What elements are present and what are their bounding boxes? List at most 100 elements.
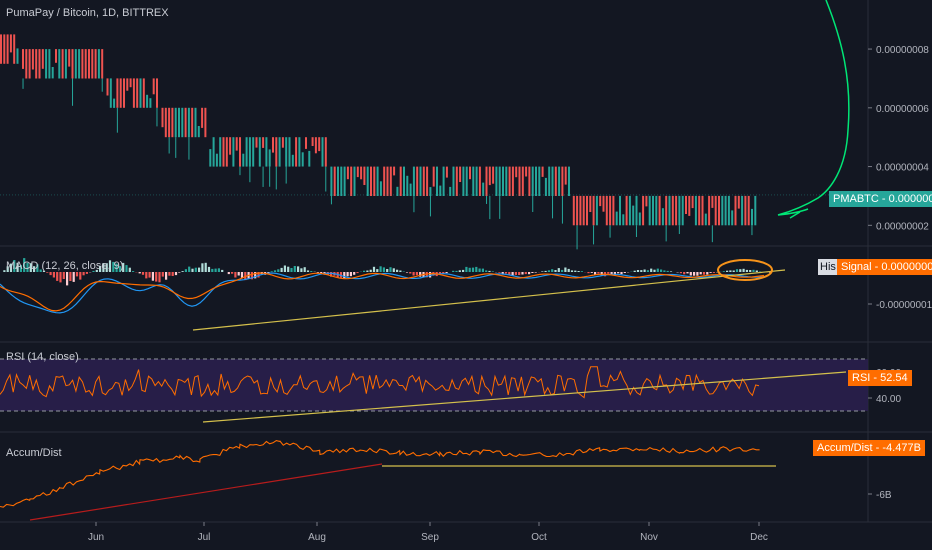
macd-hist-bar bbox=[561, 269, 564, 272]
candle bbox=[379, 181, 382, 196]
macd-hist-bar bbox=[653, 269, 656, 272]
candle bbox=[419, 166, 422, 196]
macd-hist-bar bbox=[442, 272, 445, 274]
candle bbox=[383, 166, 386, 196]
candle bbox=[619, 195, 621, 226]
macd-hist-bar bbox=[293, 266, 296, 272]
macd-hist-bar bbox=[524, 272, 527, 275]
candle bbox=[51, 67, 54, 79]
time-tick-label: Jun bbox=[88, 532, 104, 543]
candle bbox=[291, 154, 294, 167]
macd-hist-bar bbox=[62, 272, 65, 279]
macd-signal-badge: Signal - 0.00000000 bbox=[837, 259, 932, 275]
macd-hist-bar bbox=[396, 269, 399, 272]
candle bbox=[576, 195, 579, 226]
candle bbox=[242, 153, 245, 167]
macd-hist-bar bbox=[594, 272, 597, 275]
macd-hist-bar bbox=[623, 272, 626, 273]
candle bbox=[685, 195, 687, 214]
macd-hist-bar bbox=[49, 272, 52, 276]
time-tick-label: Sep bbox=[421, 532, 439, 543]
candle bbox=[416, 166, 419, 196]
candle bbox=[235, 137, 238, 151]
candle bbox=[126, 78, 129, 91]
candle bbox=[262, 137, 265, 148]
candle bbox=[459, 166, 462, 182]
macd-hist-bar bbox=[184, 269, 187, 272]
accum-title: Accum/Dist bbox=[6, 447, 62, 459]
macd-hist-bar bbox=[636, 270, 640, 272]
macd-hist-bar bbox=[544, 270, 547, 272]
macd-signal-line bbox=[0, 272, 765, 312]
candle bbox=[694, 195, 697, 226]
macd-hist-bar bbox=[29, 263, 32, 272]
macd-hist-bar bbox=[382, 267, 385, 272]
candle bbox=[252, 137, 255, 167]
candle bbox=[197, 126, 200, 138]
macd-hist-bar bbox=[118, 266, 121, 272]
rsi-tick-label: 40.00 bbox=[876, 394, 901, 405]
candle bbox=[592, 195, 595, 226]
candle bbox=[16, 48, 19, 64]
candle bbox=[239, 137, 241, 167]
candle bbox=[721, 195, 724, 226]
macd-hist-bar bbox=[462, 269, 465, 272]
macd-hist-bar bbox=[508, 272, 511, 275]
candle bbox=[149, 98, 152, 108]
macd-hist-bar bbox=[273, 270, 277, 272]
candle bbox=[628, 195, 631, 226]
rsi-line bbox=[0, 366, 760, 399]
candle bbox=[691, 195, 694, 209]
candle bbox=[181, 107, 184, 138]
candle bbox=[139, 78, 142, 108]
candle bbox=[123, 78, 125, 108]
macd-hist-bar bbox=[240, 272, 244, 278]
macd-hist-bar bbox=[702, 272, 706, 275]
accum-dist-line bbox=[0, 440, 760, 508]
candle bbox=[61, 49, 64, 79]
candle bbox=[106, 78, 109, 96]
candle bbox=[356, 166, 359, 178]
macd-hist-bar bbox=[85, 272, 88, 274]
candle bbox=[469, 166, 471, 180]
candle bbox=[579, 195, 582, 226]
macd-hist-bar bbox=[277, 269, 280, 272]
macd-hist-bar bbox=[613, 272, 616, 276]
macd-hist-bar bbox=[567, 268, 570, 272]
macd-hist-bar bbox=[349, 272, 352, 277]
rsi-title: RSI (14, close) bbox=[6, 351, 79, 363]
candle bbox=[245, 137, 248, 167]
macd-hist-bar bbox=[217, 268, 220, 272]
macd-hist-bar bbox=[498, 272, 501, 273]
candle bbox=[101, 49, 104, 79]
candle bbox=[744, 195, 747, 226]
macd-hist-bar bbox=[547, 270, 550, 272]
candle bbox=[638, 212, 641, 226]
macd-hist-bar bbox=[386, 269, 389, 272]
candle bbox=[330, 166, 333, 196]
candle bbox=[215, 153, 218, 167]
candle bbox=[71, 49, 74, 79]
macd-hist-bar bbox=[59, 272, 62, 283]
macd-hist-bar bbox=[201, 263, 204, 272]
macd-hist-bar bbox=[320, 272, 323, 274]
macd-hist-bar bbox=[290, 268, 293, 272]
macd-hist-bar bbox=[112, 261, 115, 272]
price-badge: PMABTC - 0.00000003 bbox=[829, 191, 932, 207]
macd-hist-bar bbox=[207, 266, 211, 272]
price-tick-label: 0.00000008 bbox=[876, 45, 929, 56]
macd-hist-bar bbox=[231, 272, 234, 274]
macd-hist-bar bbox=[650, 268, 653, 272]
macd-hist-bar bbox=[729, 270, 732, 272]
candle bbox=[727, 195, 730, 226]
macd-hist-bar bbox=[237, 272, 240, 276]
candle bbox=[412, 166, 415, 196]
macd-hist-bar bbox=[346, 272, 349, 277]
candle bbox=[642, 195, 645, 226]
price-tick-label: 0.00000002 bbox=[876, 221, 929, 232]
macd-hist-bar bbox=[646, 270, 649, 272]
candle bbox=[174, 107, 177, 138]
macd-hist-bar bbox=[141, 272, 145, 275]
candle bbox=[548, 166, 551, 196]
